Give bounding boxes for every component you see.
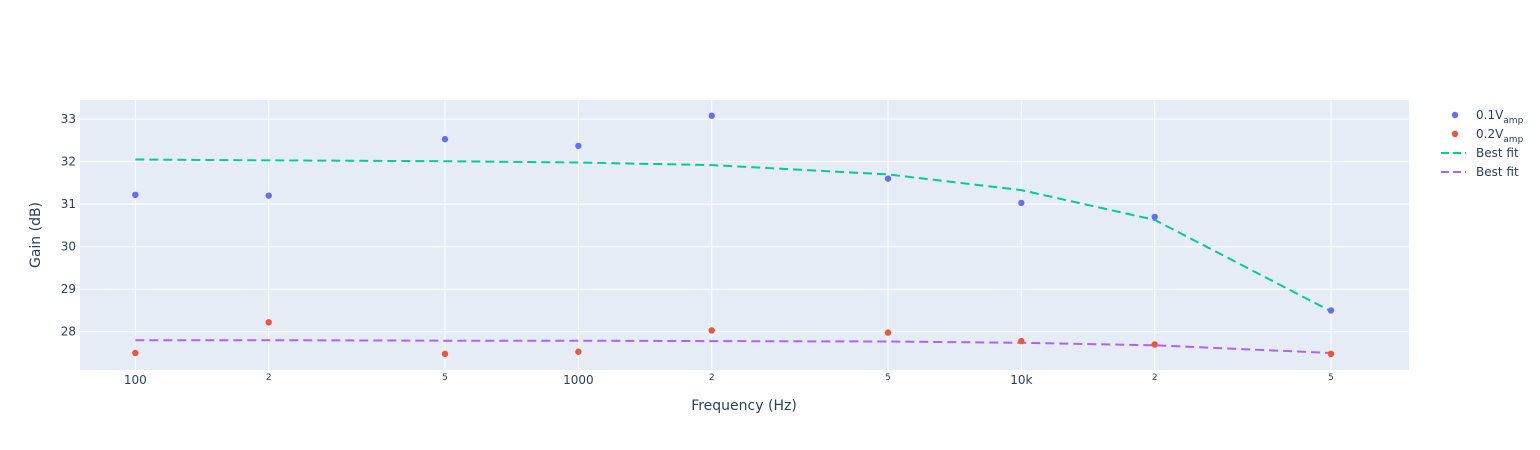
y-tick-label: 28 [61,325,76,339]
series-4 [135,339,1332,354]
legend-item-3[interactable]: Best fit [1441,146,1519,160]
data-point [1327,307,1335,314]
legend-marker-swatch [1451,130,1459,138]
legend-item-2[interactable]: 0.2Vamp [1451,127,1524,145]
x-tick-label: 2 [709,373,715,383]
plot-background [80,100,1409,370]
data-point [575,348,582,355]
legend-label: 0.1Vamp [1476,108,1524,126]
series-3 [135,158,1332,313]
x-axis-ticks: 100 2 5 1000 2 5 10k 2 5 [124,373,1334,387]
x-tick-label: 2 [266,373,272,383]
data-point [1018,337,1025,345]
y-tick-label: 29 [61,282,76,296]
legend-item-1[interactable]: 0.1Vamp [1451,108,1524,126]
data-point [1151,213,1158,221]
data-point [884,175,892,182]
x-tick-label: 5 [1328,373,1334,383]
y-tick-label: 30 [61,240,76,254]
y-axis-title: Gain (dB) [28,202,44,268]
data-point [884,329,892,336]
x-tick-label: 1000 [563,373,594,387]
data-point [708,327,715,334]
legend-label: Best fit [1476,146,1519,160]
data-point [441,135,449,143]
grid-lines [80,100,1409,370]
x-tick-label: 10k [1010,373,1032,387]
x-tick-label: 2 [1152,373,1158,383]
best-fit-line [135,158,1332,313]
data-point [708,112,715,119]
series-2 [132,319,1335,358]
legend-marker-swatch [1451,111,1459,119]
y-tick-label: 32 [61,155,76,169]
legend-label-subscript: amp [1503,135,1523,145]
data-point [441,350,449,358]
legend-label-subscript: amp [1503,116,1523,126]
y-tick-label: 31 [61,197,76,211]
data-point [1151,341,1158,348]
legend-label: Best fit [1476,165,1519,179]
data-point [132,191,139,199]
x-tick-label: 100 [124,373,147,387]
x-tick-label: 5 [442,373,448,383]
data-point [132,349,139,357]
y-tick-label: 33 [61,112,76,126]
data-point [575,142,582,150]
best-fit-line [135,339,1332,354]
x-axis-title: Frequency (Hz) [691,398,797,414]
x-tick-label: 5 [885,373,891,383]
y-axis-ticks: 28 29 30 31 32 33 [61,112,76,339]
series-1 [132,112,1335,314]
data-point [265,192,272,199]
legend-item-4[interactable]: Best fit [1441,165,1519,179]
data-point [1327,350,1335,358]
data-point [1018,199,1025,207]
legend-label: 0.2Vamp [1476,127,1524,145]
data-point [265,319,272,326]
series-layer [132,112,1335,358]
